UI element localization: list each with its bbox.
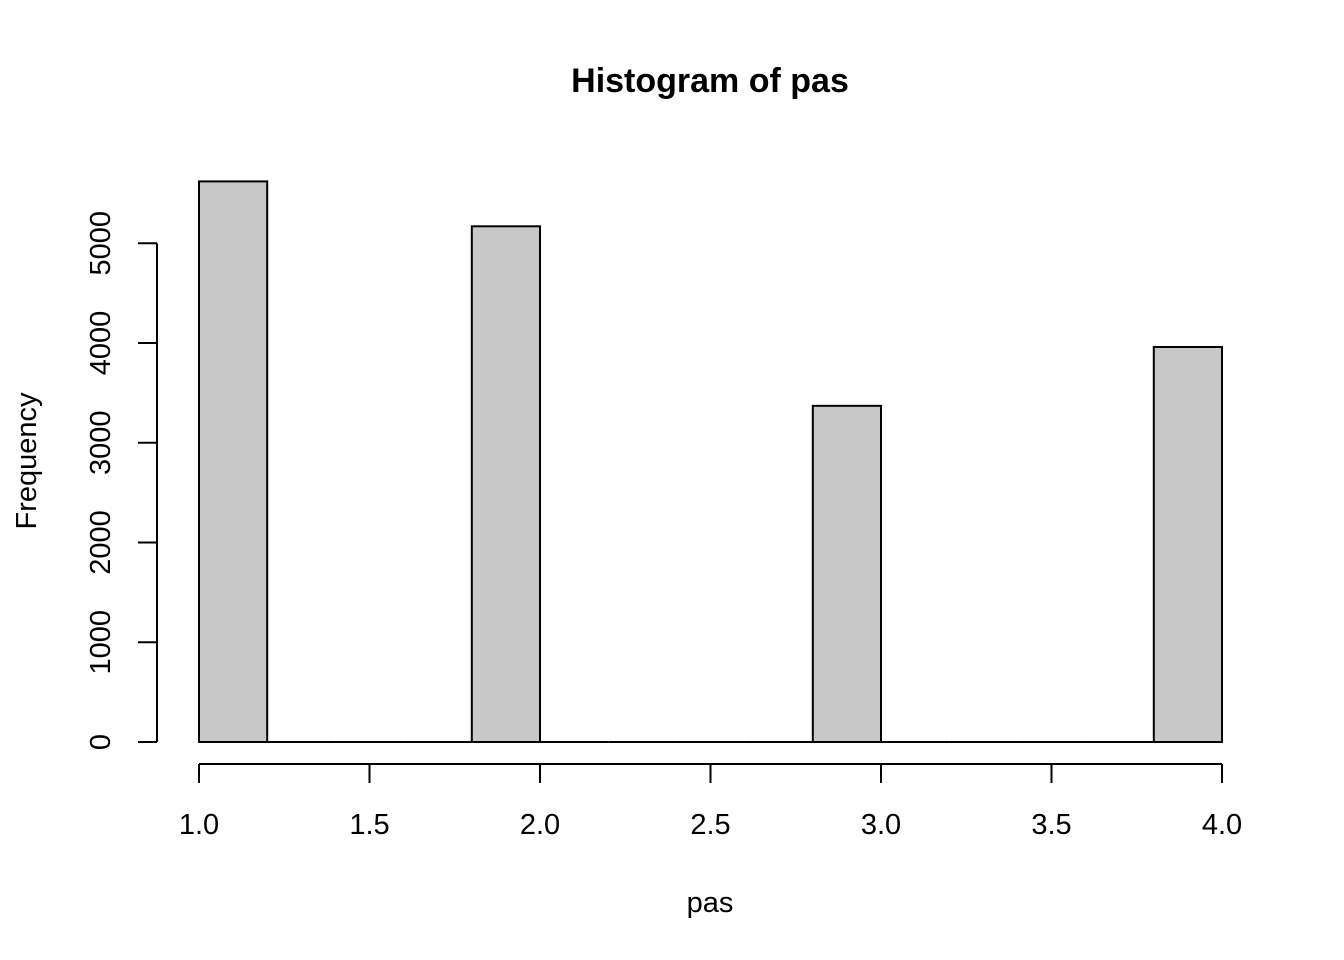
x-tick-label: 1.5 <box>349 809 389 841</box>
x-tick-label: 2.5 <box>690 809 730 841</box>
y-tick-label: 5000 <box>85 211 117 276</box>
x-tick-label: 3.0 <box>861 809 901 841</box>
y-axis: 0 1000 2000 3000 4000 5000 <box>85 211 158 750</box>
y-tick-label: 0 <box>85 734 117 750</box>
x-tick-label: 2.0 <box>520 809 560 841</box>
histogram-bar <box>1152 345 1224 743</box>
y-tick-label: 1000 <box>85 610 117 675</box>
x-tick-label: 3.5 <box>1031 809 1071 841</box>
histogram-bar <box>198 180 269 743</box>
y-axis-label: Frequency <box>11 392 43 530</box>
y-tick-label: 4000 <box>85 311 117 376</box>
chart-title: Histogram of pas <box>571 62 849 100</box>
x-axis-label: pas <box>687 887 734 919</box>
histogram-bar <box>811 404 882 743</box>
x-axis: 1.0 1.5 2.0 2.5 3.0 3.5 4.0 <box>179 763 1242 841</box>
y-tick-label: 3000 <box>85 410 117 475</box>
bars-group <box>198 180 1224 744</box>
histogram-bar <box>470 225 541 744</box>
x-tick-label: 1.0 <box>179 809 219 841</box>
y-tick-label: 2000 <box>85 510 117 575</box>
x-tick-label: 4.0 <box>1202 809 1242 841</box>
